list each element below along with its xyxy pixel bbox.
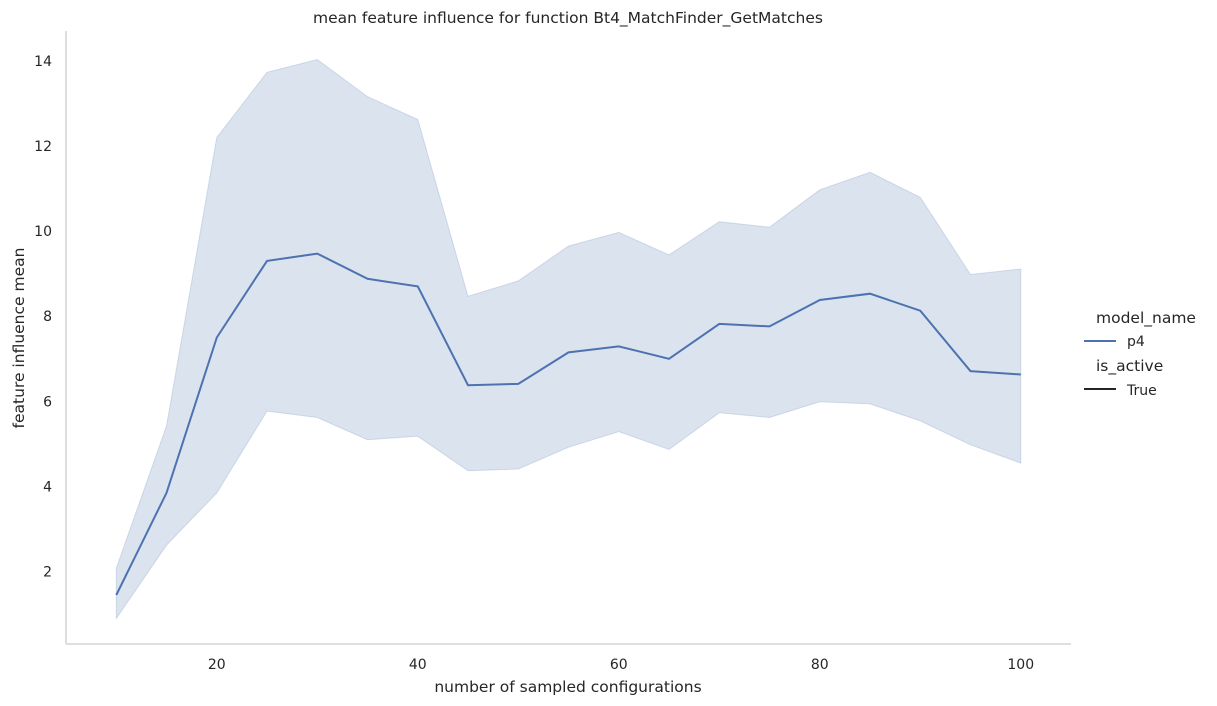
series-line-p4 — [115, 252, 1021, 596]
x-tick-label: 60 — [610, 657, 628, 673]
x-tick-label: 100 — [1007, 657, 1034, 673]
chart-title: mean feature influence for function Bt4_… — [313, 9, 823, 28]
y-tick-label: 4 — [43, 479, 52, 495]
x-tick-label: 20 — [208, 657, 226, 673]
x-axis-label: number of sampled configurations — [434, 678, 701, 696]
x-tick-label: 80 — [811, 657, 829, 673]
y-tick-label: 6 — [43, 394, 52, 410]
y-tick-label: 8 — [43, 309, 52, 325]
legend: model_name p4 is_active True — [1084, 309, 1196, 399]
y-tick-label: 12 — [34, 139, 52, 155]
legend-item-true: True — [1126, 383, 1157, 399]
y-tick-label: 10 — [34, 224, 52, 240]
x-tick-label: 40 — [409, 657, 427, 673]
legend-hue-title: model_name — [1096, 309, 1196, 328]
y-axis-ticks: 2 4 6 8 10 12 14 — [34, 54, 52, 581]
y-tick-label: 14 — [34, 54, 52, 70]
confidence-band-p4 — [115, 58, 1022, 621]
x-axis-ticks: 20 40 60 80 100 — [208, 657, 1034, 673]
legend-style-title: is_active — [1096, 357, 1163, 376]
legend-item-p4: p4 — [1127, 334, 1145, 350]
y-axis-label: feature influence mean — [10, 248, 28, 429]
y-tick-label: 2 — [43, 565, 52, 581]
plot-area — [115, 58, 1022, 621]
